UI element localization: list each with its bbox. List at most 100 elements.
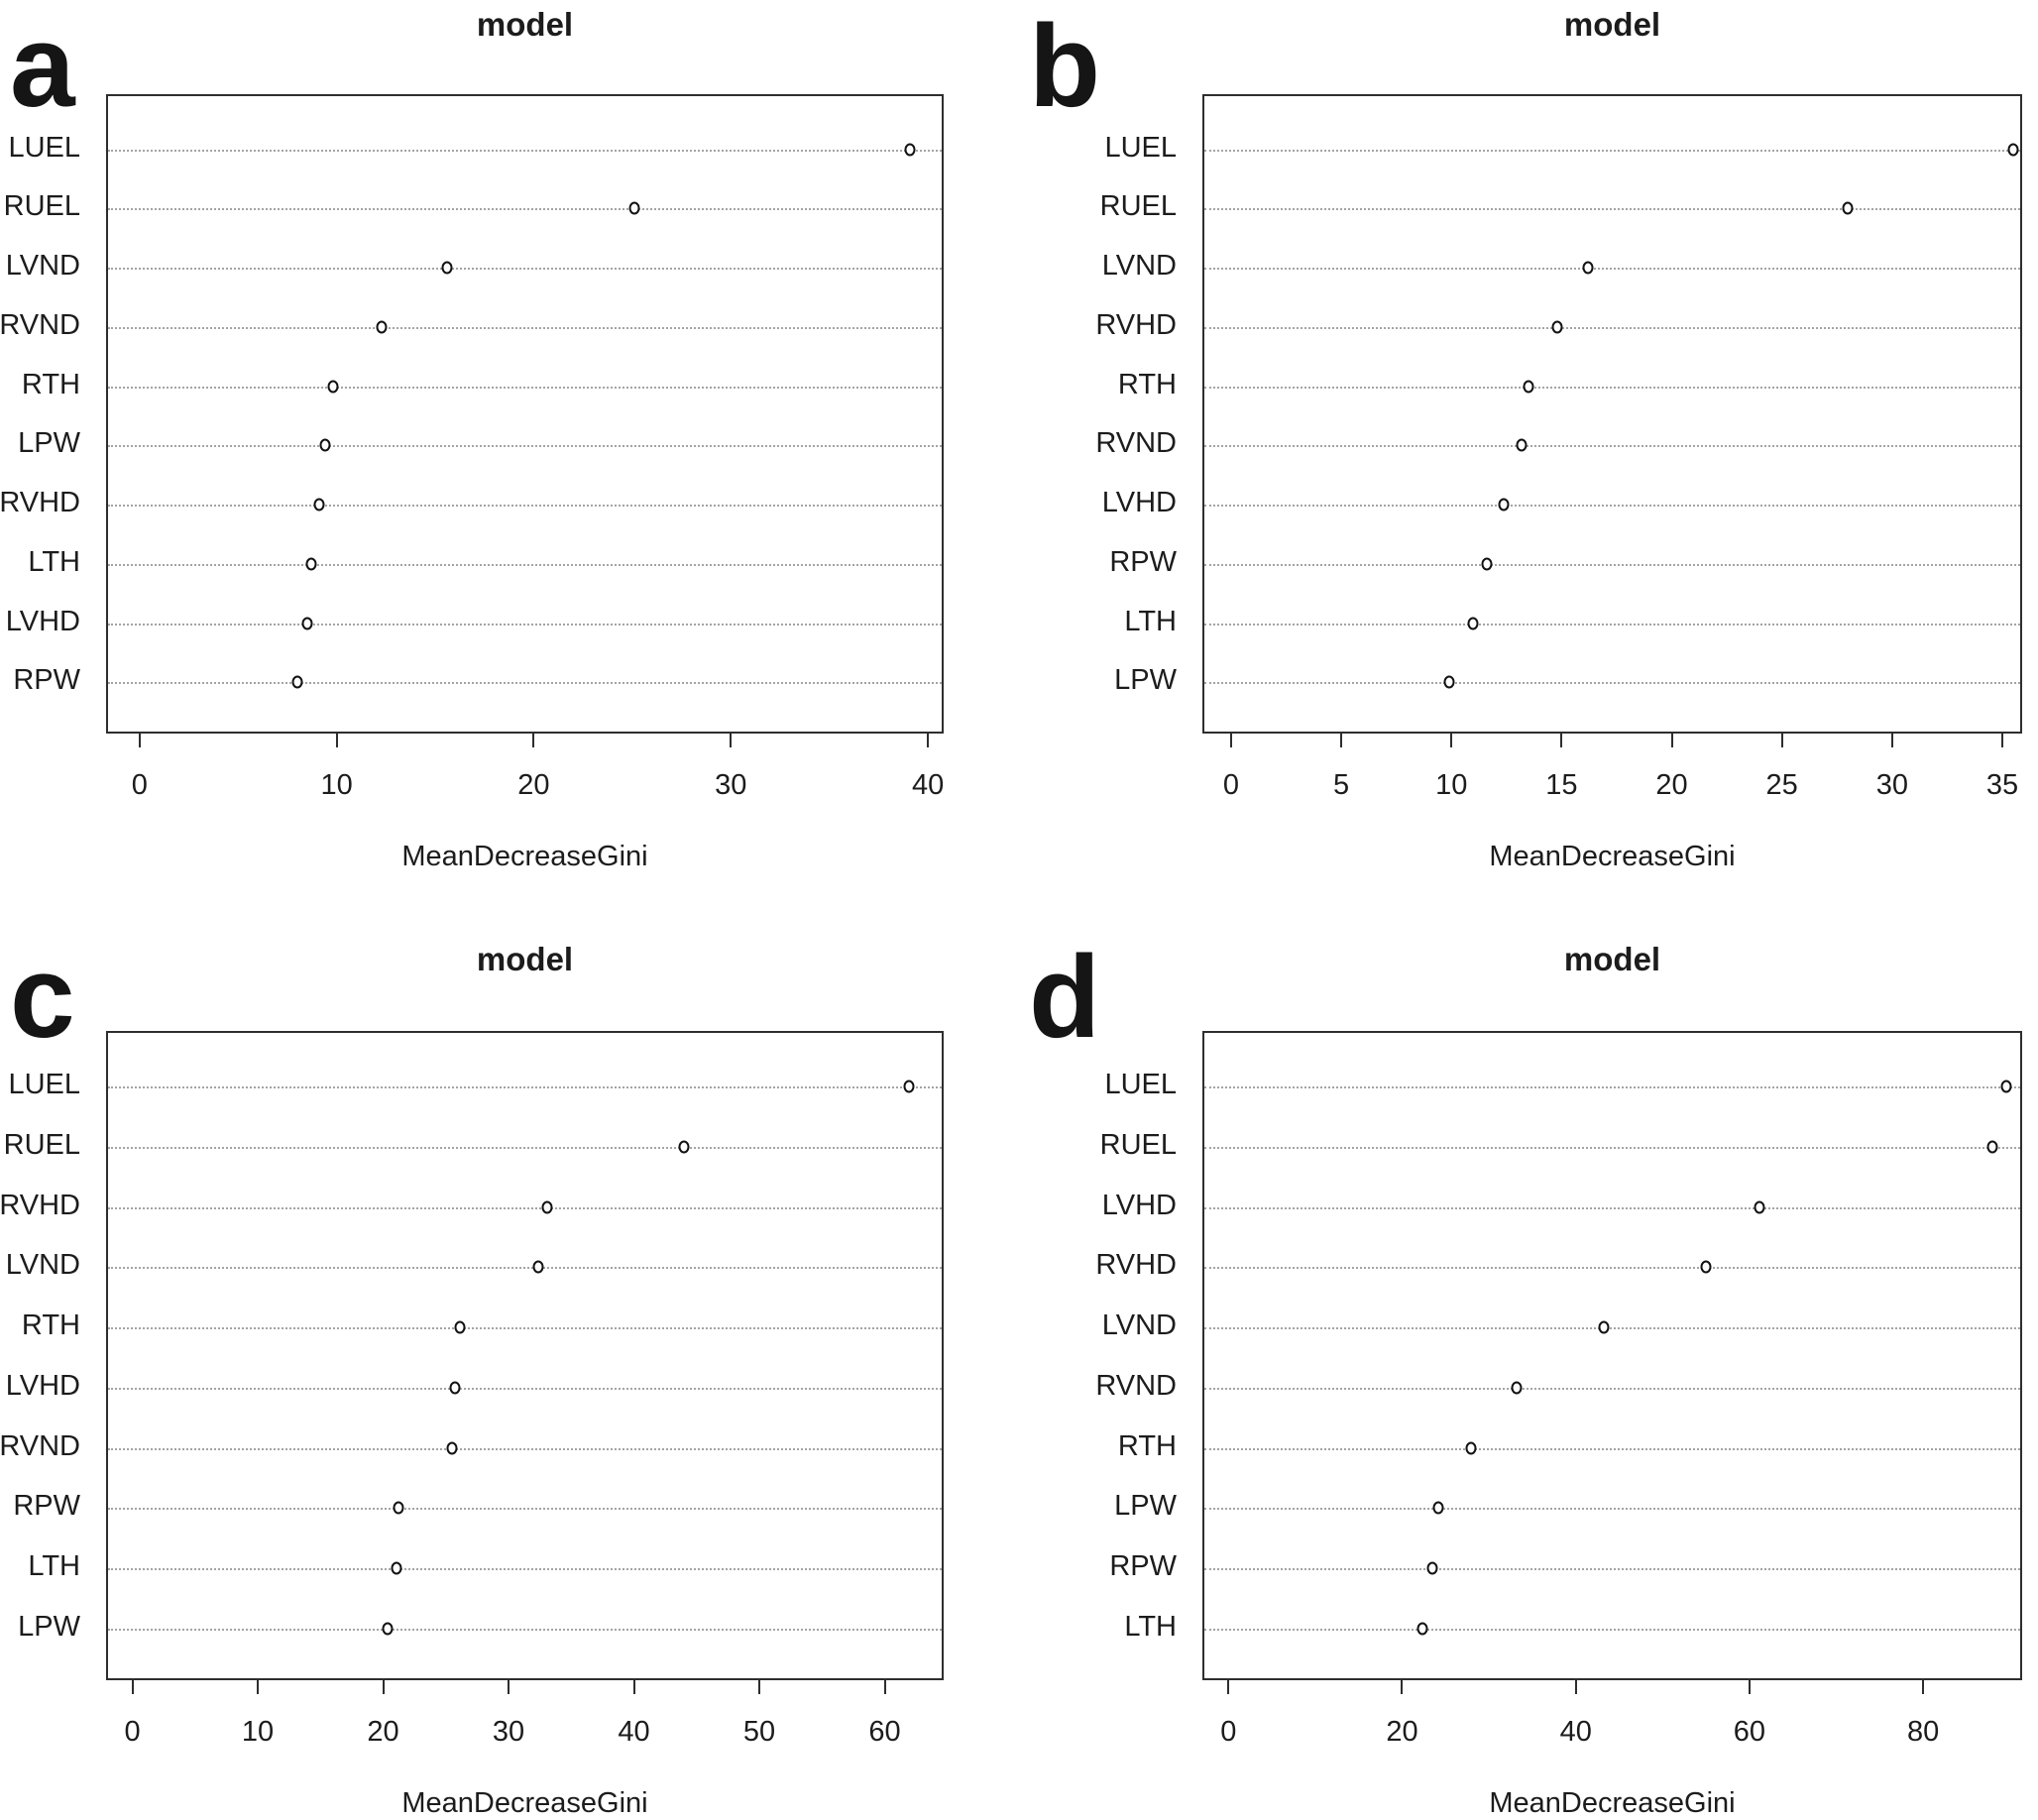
y-tick-label: RPW	[1109, 1549, 1177, 1582]
y-tick-label: RVND	[0, 1429, 80, 1462]
grid-dotline	[108, 1206, 942, 1209]
x-tick	[1450, 734, 1453, 747]
x-tick-label: 40	[1559, 1716, 1592, 1748]
grid-dotline	[1204, 1147, 2020, 1150]
data-point	[2000, 1080, 2012, 1093]
data-point	[1551, 320, 1563, 334]
grid-dotline	[1204, 1628, 2020, 1631]
data-point	[327, 380, 339, 394]
y-tick-label: RPW	[13, 664, 80, 697]
x-tick	[335, 734, 338, 747]
data-point	[1842, 201, 1854, 215]
data-point	[1754, 1200, 1765, 1214]
y-tick-label: RVHD	[1095, 308, 1177, 341]
y-tick-label: LPW	[18, 427, 80, 460]
x-tick	[1748, 1680, 1751, 1694]
x-tick-label: 5	[1332, 769, 1350, 801]
panel-b: b model MeanDecreaseGini LUEL RUEL LVND RVH…	[1019, 0, 2038, 909]
y-tick-label: RVND	[1095, 1369, 1177, 1402]
y-tick-label: RVND	[1095, 427, 1177, 460]
grid-dotline	[1204, 445, 2020, 448]
grid-dotline	[108, 1567, 942, 1570]
chart-title: model	[476, 6, 574, 43]
y-tick-label: RUEL	[1099, 1129, 1177, 1162]
data-point	[1467, 617, 1479, 630]
grid-dotline	[108, 563, 942, 566]
plot-area	[1202, 1031, 2022, 1680]
grid-dotline	[108, 1447, 942, 1450]
grid-dotline	[108, 505, 942, 508]
x-tick-label: 35	[1985, 769, 2019, 801]
x-tick	[532, 734, 535, 747]
x-tick-label: 40	[618, 1716, 650, 1748]
data-point	[1481, 557, 1493, 571]
plot-area	[106, 94, 944, 734]
x-tick-label: 60	[1733, 1716, 1766, 1748]
grid-dotline	[1204, 1327, 2020, 1330]
data-point	[1465, 1441, 1477, 1455]
x-tick	[1780, 734, 1783, 747]
y-tick-label: LVND	[1101, 1309, 1177, 1342]
data-point	[313, 498, 325, 512]
x-tick-label: 10	[320, 769, 353, 801]
x-tick-label: 20	[1386, 1716, 1418, 1748]
data-point	[678, 1140, 690, 1154]
chart-title: model	[1563, 6, 1661, 43]
data-point	[441, 261, 453, 275]
chart-title: model	[476, 941, 574, 977]
x-tick	[1670, 734, 1673, 747]
x-tick-label: 20	[367, 1716, 399, 1748]
data-point	[628, 201, 640, 215]
grid-dotline	[108, 445, 942, 448]
grid-dotline	[108, 623, 942, 626]
grid-dotline	[108, 1508, 942, 1511]
y-tick-label: LUEL	[1104, 1069, 1177, 1101]
x-tick	[257, 1680, 260, 1694]
x-tick	[508, 1680, 510, 1694]
grid-dotline	[108, 208, 942, 211]
x-tick	[730, 734, 733, 747]
grid-dotline	[1204, 1267, 2020, 1270]
y-tick-label: LUEL	[8, 131, 80, 164]
data-point	[904, 143, 916, 157]
panel-letter-a: a	[10, 1, 75, 132]
y-tick-label: LTH	[1124, 1610, 1177, 1643]
y-tick-label: RUEL	[3, 190, 80, 223]
x-tick	[1560, 734, 1563, 747]
data-point	[903, 1080, 915, 1093]
y-tick-label: LVHD	[1101, 487, 1177, 519]
x-axis-title: MeanDecreaseGini	[401, 841, 648, 872]
data-point	[1516, 438, 1528, 452]
y-tick-label: RPW	[1109, 545, 1177, 578]
x-tick-label: 30	[715, 769, 747, 801]
grid-dotline	[108, 1267, 942, 1270]
panel-letter-d: d	[1029, 932, 1100, 1063]
x-tick-label: 15	[1545, 769, 1578, 801]
x-tick	[632, 1680, 635, 1694]
y-tick-label: LVND	[5, 1249, 80, 1282]
y-tick-label: RVHD	[1095, 1249, 1177, 1282]
data-point	[1443, 675, 1455, 689]
grid-dotline	[1204, 1508, 2020, 1511]
grid-dotline	[1204, 505, 2020, 508]
y-tick-label: RTH	[21, 1309, 80, 1342]
grid-dotline	[108, 1628, 942, 1631]
y-tick-label: LPW	[1114, 664, 1177, 697]
y-tick-label: LUEL	[8, 1069, 80, 1101]
x-tick-label: 20	[1655, 769, 1688, 801]
x-tick-label: 50	[742, 1716, 776, 1748]
x-tick-label: 25	[1765, 769, 1798, 801]
x-tick-label: 0	[131, 769, 148, 801]
data-point	[1598, 1320, 1610, 1334]
x-tick-label: 60	[868, 1716, 901, 1748]
y-tick-label: RTH	[21, 368, 80, 400]
x-tick	[758, 1680, 761, 1694]
x-axis-title: MeanDecreaseGini	[401, 1787, 648, 1819]
x-tick-label: 30	[1875, 769, 1908, 801]
data-point	[1416, 1622, 1428, 1636]
y-tick-label: LUEL	[1104, 131, 1177, 164]
data-point	[319, 438, 331, 452]
data-point	[454, 1320, 466, 1334]
grid-dotline	[1204, 326, 2020, 329]
